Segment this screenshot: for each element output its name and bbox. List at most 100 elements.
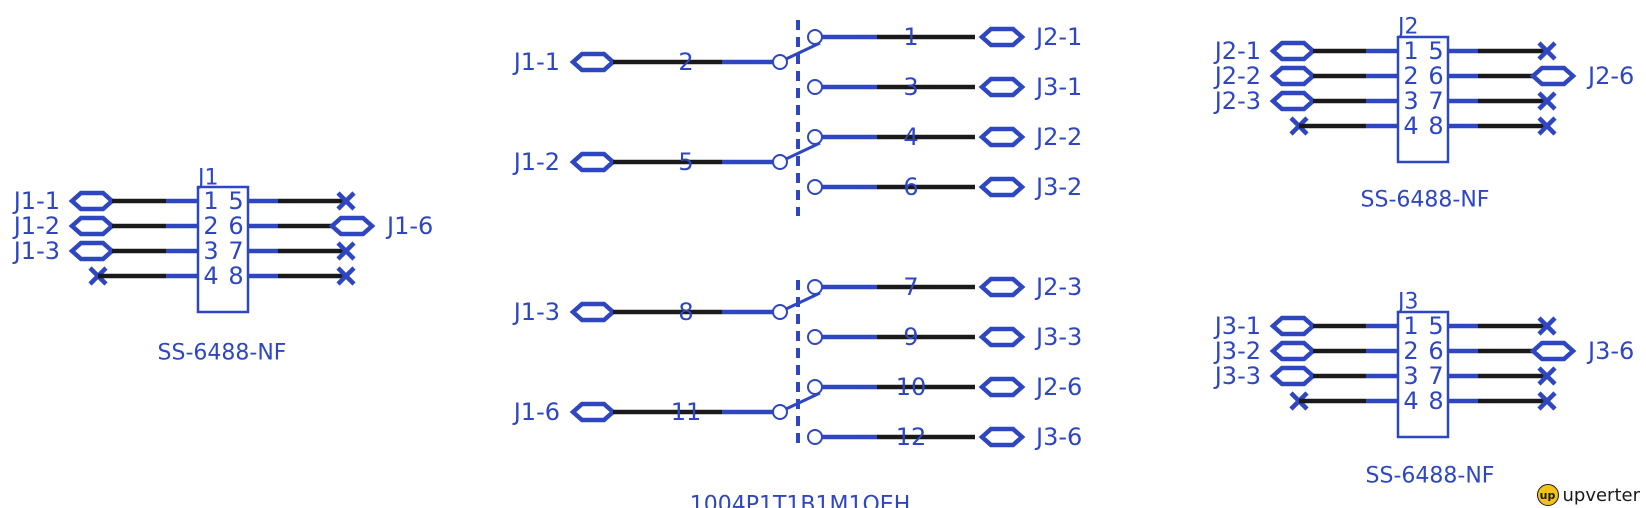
switch-output-net-label: J3-2 <box>1034 173 1082 201</box>
net-port-icon <box>569 301 617 323</box>
net-port-icon <box>68 240 116 262</box>
net-port-icon <box>978 26 1026 48</box>
no-connect-icon <box>1537 116 1557 136</box>
net-port-icon <box>68 215 116 237</box>
net-port-icon <box>978 326 1026 348</box>
connector-pin-number: 4 <box>203 262 218 290</box>
no-connect-stroke <box>1537 116 1557 136</box>
switch-input-net-label: J1-1 <box>512 48 560 76</box>
connector-pin-number: 6 <box>1428 337 1443 365</box>
no-connect-stroke <box>336 191 356 211</box>
connector-net-label: J2-2 <box>1213 62 1261 90</box>
net-port-icon <box>569 401 617 423</box>
switch-output-pin-number: 1 <box>903 23 918 51</box>
connector-pin-number: 1 <box>1403 312 1418 340</box>
net-port-icon <box>978 126 1026 148</box>
connector-pin-number: 4 <box>1403 387 1418 415</box>
net-port-icon <box>1269 365 1317 387</box>
switch-output-terminal <box>807 379 823 395</box>
connector-net-label: J3-1 <box>1213 312 1261 340</box>
net-port-icon <box>1269 65 1317 87</box>
connector-net-label: J3-6 <box>1586 337 1634 365</box>
switch-output-terminal <box>807 179 823 195</box>
connector-pin-number: 5 <box>1428 37 1443 65</box>
switch-output-pin-number: 10 <box>896 373 927 401</box>
net-port-icon <box>1269 40 1317 62</box>
connector-net-label: J3-3 <box>1213 362 1261 390</box>
no-connect-stroke <box>1537 41 1557 61</box>
connector-net-label: J2-6 <box>1586 62 1634 90</box>
connector-part-value: SS-6488-NF <box>158 341 287 366</box>
connector-pin-number: 7 <box>1428 362 1443 390</box>
connector-net-label: J2-3 <box>1213 87 1261 115</box>
switch-output-net-label: J2-1 <box>1034 23 1082 51</box>
connector-pin-number: 2 <box>1403 337 1418 365</box>
switch-input-pin-number: 8 <box>678 298 693 326</box>
switch-output-pin-number: 7 <box>903 273 918 301</box>
no-connect-stroke <box>1537 366 1557 386</box>
switch-lever <box>785 41 821 61</box>
connector-part-value: SS-6488-NF <box>1361 188 1490 213</box>
net-port-icon <box>1529 65 1577 87</box>
switch-lever <box>785 391 821 411</box>
switch-input-net-label: J1-6 <box>512 398 560 426</box>
no-connect-icon <box>336 266 356 286</box>
switch-output-net-label: J3-6 <box>1034 423 1082 451</box>
connector-net-label: J1-2 <box>12 212 60 240</box>
switch-output-pin-number: 9 <box>903 323 918 351</box>
net-port-icon <box>1529 340 1577 362</box>
connector-pin-number: 7 <box>228 237 243 265</box>
connector-net-label: J1-1 <box>12 187 60 215</box>
no-connect-icon <box>1537 91 1557 111</box>
net-port-icon <box>569 51 617 73</box>
connector-pin-number: 1 <box>1403 37 1418 65</box>
connector-pin-number: 6 <box>228 212 243 240</box>
no-connect-icon <box>1537 41 1557 61</box>
connector-pin-number: 4 <box>1403 112 1418 140</box>
net-port-icon <box>978 76 1026 98</box>
switch-lever <box>785 141 821 161</box>
net-port-icon <box>978 376 1026 398</box>
switch-output-terminal <box>807 29 823 45</box>
switch-output-net-label: J2-2 <box>1034 123 1082 151</box>
switch-output-pin-number: 12 <box>896 423 927 451</box>
no-connect-stroke <box>336 241 356 261</box>
switch-output-net-label: J3-3 <box>1034 323 1082 351</box>
connector-net-label: J1-3 <box>12 237 60 265</box>
connector-net-label: J2-1 <box>1213 37 1261 65</box>
switch-output-pin-number: 6 <box>903 173 918 201</box>
net-port-icon <box>569 151 617 173</box>
switch-output-terminal <box>807 279 823 295</box>
connector-pin-number: 3 <box>203 237 218 265</box>
switch-pivot-terminal <box>772 304 788 320</box>
no-connect-stroke <box>336 266 356 286</box>
switch-pivot-terminal <box>772 154 788 170</box>
watermark-text: upverter <box>1562 484 1641 506</box>
connector-reference: J2 <box>1396 15 1419 40</box>
switch-output-net-label: J2-6 <box>1034 373 1082 401</box>
connector-pin-number: 3 <box>1403 362 1418 390</box>
switch-output-terminal <box>807 429 823 445</box>
switch-output-net-label: J2-3 <box>1034 273 1082 301</box>
switch-lever <box>785 291 821 311</box>
upverter-watermark[interactable]: up upverter <box>1536 484 1641 506</box>
no-connect-stroke <box>1537 91 1557 111</box>
connector-pin-number: 8 <box>1428 387 1443 415</box>
no-connect-icon <box>1537 391 1557 411</box>
connector-reference: J3 <box>1396 290 1419 315</box>
switch-output-terminal <box>807 129 823 145</box>
switch-output-pin-number: 3 <box>903 73 918 101</box>
switch-input-pin-number: 11 <box>671 398 702 426</box>
connector-pin-number: 5 <box>228 187 243 215</box>
no-connect-icon <box>1537 316 1557 336</box>
connector-pin-number: 6 <box>1428 62 1443 90</box>
connector-pin-number: 8 <box>1428 112 1443 140</box>
switch-input-pin-number: 5 <box>678 148 693 176</box>
no-connect-icon <box>336 241 356 261</box>
switch-input-pin-number: 2 <box>678 48 693 76</box>
no-connect-stroke <box>1537 391 1557 411</box>
connector-net-label: J3-2 <box>1213 337 1261 365</box>
connector-pin-number: 3 <box>1403 87 1418 115</box>
connector-reference: J1 <box>196 166 219 191</box>
